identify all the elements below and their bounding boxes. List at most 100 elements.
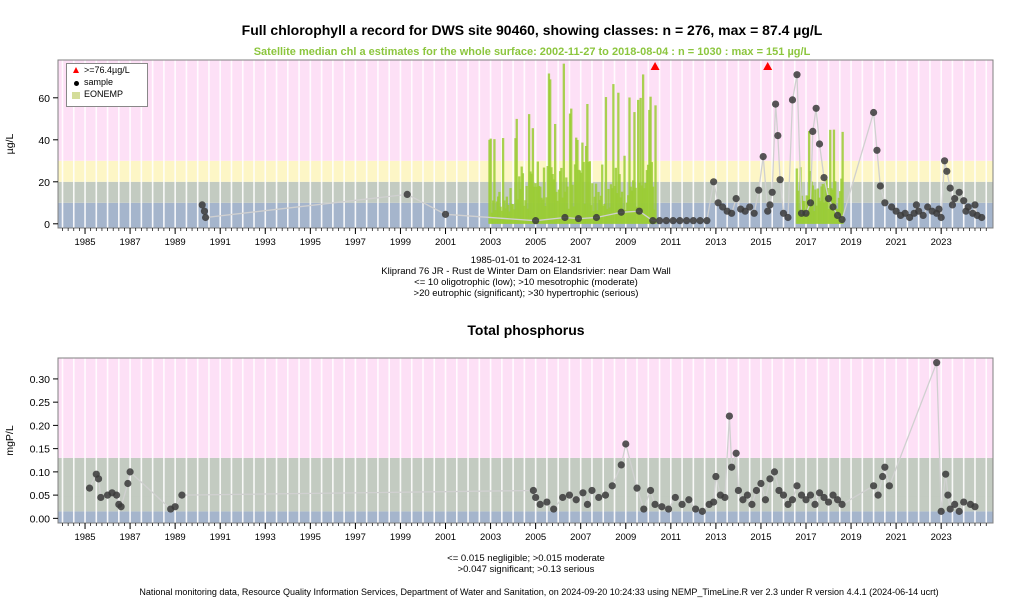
satellite-bar xyxy=(832,129,836,224)
data-point xyxy=(532,493,540,502)
satellite-bar xyxy=(839,191,842,224)
satellite-bar xyxy=(514,138,517,224)
satellite-bar xyxy=(511,204,515,224)
data-point xyxy=(964,203,972,211)
data-point xyxy=(710,178,718,186)
satellite-bar xyxy=(503,200,506,224)
y-tick-label: 0 xyxy=(44,219,50,231)
satellite-bar xyxy=(804,211,807,224)
satellite-bar xyxy=(584,145,588,224)
satellite-bar xyxy=(555,191,558,224)
data-point xyxy=(622,440,630,448)
x-tick-label: 1995 xyxy=(300,532,321,543)
data-point xyxy=(946,184,954,192)
data-point xyxy=(692,505,700,513)
data-point xyxy=(806,199,815,207)
x-tick-label: 1995 xyxy=(300,237,321,248)
x-tick-label: 2007 xyxy=(570,237,591,248)
legend-sample-label: sample xyxy=(84,77,114,87)
data-point xyxy=(664,505,673,513)
satellite-bar xyxy=(549,79,552,224)
data-point xyxy=(820,493,828,502)
x-tick-label: 2021 xyxy=(886,237,907,248)
data-point xyxy=(635,207,643,215)
data-point xyxy=(766,201,774,209)
data-point xyxy=(944,491,952,499)
data-point xyxy=(651,500,659,509)
data-point xyxy=(940,157,949,165)
satellite-bar xyxy=(837,197,841,224)
data-point xyxy=(750,209,758,217)
satellite-bar xyxy=(554,123,557,224)
data-point xyxy=(833,496,842,504)
satellite-bar xyxy=(824,183,827,224)
satellite-bar xyxy=(609,184,613,224)
x-tick-label: 2017 xyxy=(795,237,816,248)
satellite-bar xyxy=(829,129,832,224)
x-tick-label: 1991 xyxy=(210,237,231,248)
satellite-bar xyxy=(547,73,551,224)
satellite-bar xyxy=(646,164,650,224)
data-point xyxy=(788,496,797,504)
data-point xyxy=(764,207,772,215)
satellite-bar xyxy=(535,186,538,224)
y-tick-label: 0.25 xyxy=(30,397,51,409)
data-point xyxy=(971,503,979,511)
data-point xyxy=(935,205,943,213)
satellite-bar xyxy=(552,179,556,224)
data-point xyxy=(739,496,747,504)
satellite-bar xyxy=(557,189,561,224)
data-point xyxy=(748,500,756,509)
data-point xyxy=(811,500,819,509)
satellite-bar xyxy=(556,200,559,224)
data-point xyxy=(761,496,770,504)
data-point xyxy=(741,207,749,215)
satellite-bar xyxy=(637,99,640,224)
x-tick-label: 2005 xyxy=(525,237,546,248)
data-point xyxy=(574,214,583,223)
data-point xyxy=(649,217,657,225)
data-point xyxy=(824,195,833,203)
satellite-bar xyxy=(568,113,572,224)
data-point xyxy=(951,500,959,509)
satellite-bar xyxy=(586,103,589,224)
x-tick-label: 2001 xyxy=(435,237,456,248)
satellite-bar xyxy=(527,114,531,224)
x-tick-label: 2023 xyxy=(931,237,952,248)
satellite-bar xyxy=(492,200,495,224)
satellite-bar xyxy=(509,188,512,224)
data-point xyxy=(806,491,815,499)
satellite-bar xyxy=(817,197,821,224)
x-tick-label: 2005 xyxy=(525,532,546,543)
satellite-bar xyxy=(602,205,605,224)
legend-box xyxy=(66,63,148,107)
data-point xyxy=(759,153,767,161)
satellite-bar xyxy=(633,112,636,224)
x-tick-label: 2007 xyxy=(570,532,591,543)
x-tick-label: 2011 xyxy=(661,237,681,248)
satellite-bar xyxy=(796,190,800,224)
satellite-bar xyxy=(534,183,537,224)
data-point xyxy=(912,201,920,209)
chart1-subtitle: Satellite median chl a estimates for the… xyxy=(253,46,811,58)
x-tick-label: 2009 xyxy=(615,532,636,543)
satellite-bar xyxy=(531,128,534,224)
satellite-bar xyxy=(537,185,541,224)
x-tick-label: 1997 xyxy=(345,532,366,543)
satellite-bar xyxy=(576,139,579,224)
data-point xyxy=(768,188,776,196)
x-tick-label: 1985 xyxy=(74,532,95,543)
satellite-bar xyxy=(542,167,546,224)
x-tick-label: 2013 xyxy=(705,237,726,248)
data-point xyxy=(703,217,711,225)
data-point xyxy=(776,176,784,184)
x-tick-label: 1993 xyxy=(255,532,276,543)
data-point xyxy=(734,486,743,495)
data-point xyxy=(696,217,704,225)
data-point xyxy=(775,486,783,495)
satellite-bar xyxy=(560,167,563,224)
chart1-caption-1: 1985-01-01 to 2024-12-31 xyxy=(470,255,582,266)
x-tick-label: 2019 xyxy=(840,532,861,543)
data-point xyxy=(403,190,411,198)
